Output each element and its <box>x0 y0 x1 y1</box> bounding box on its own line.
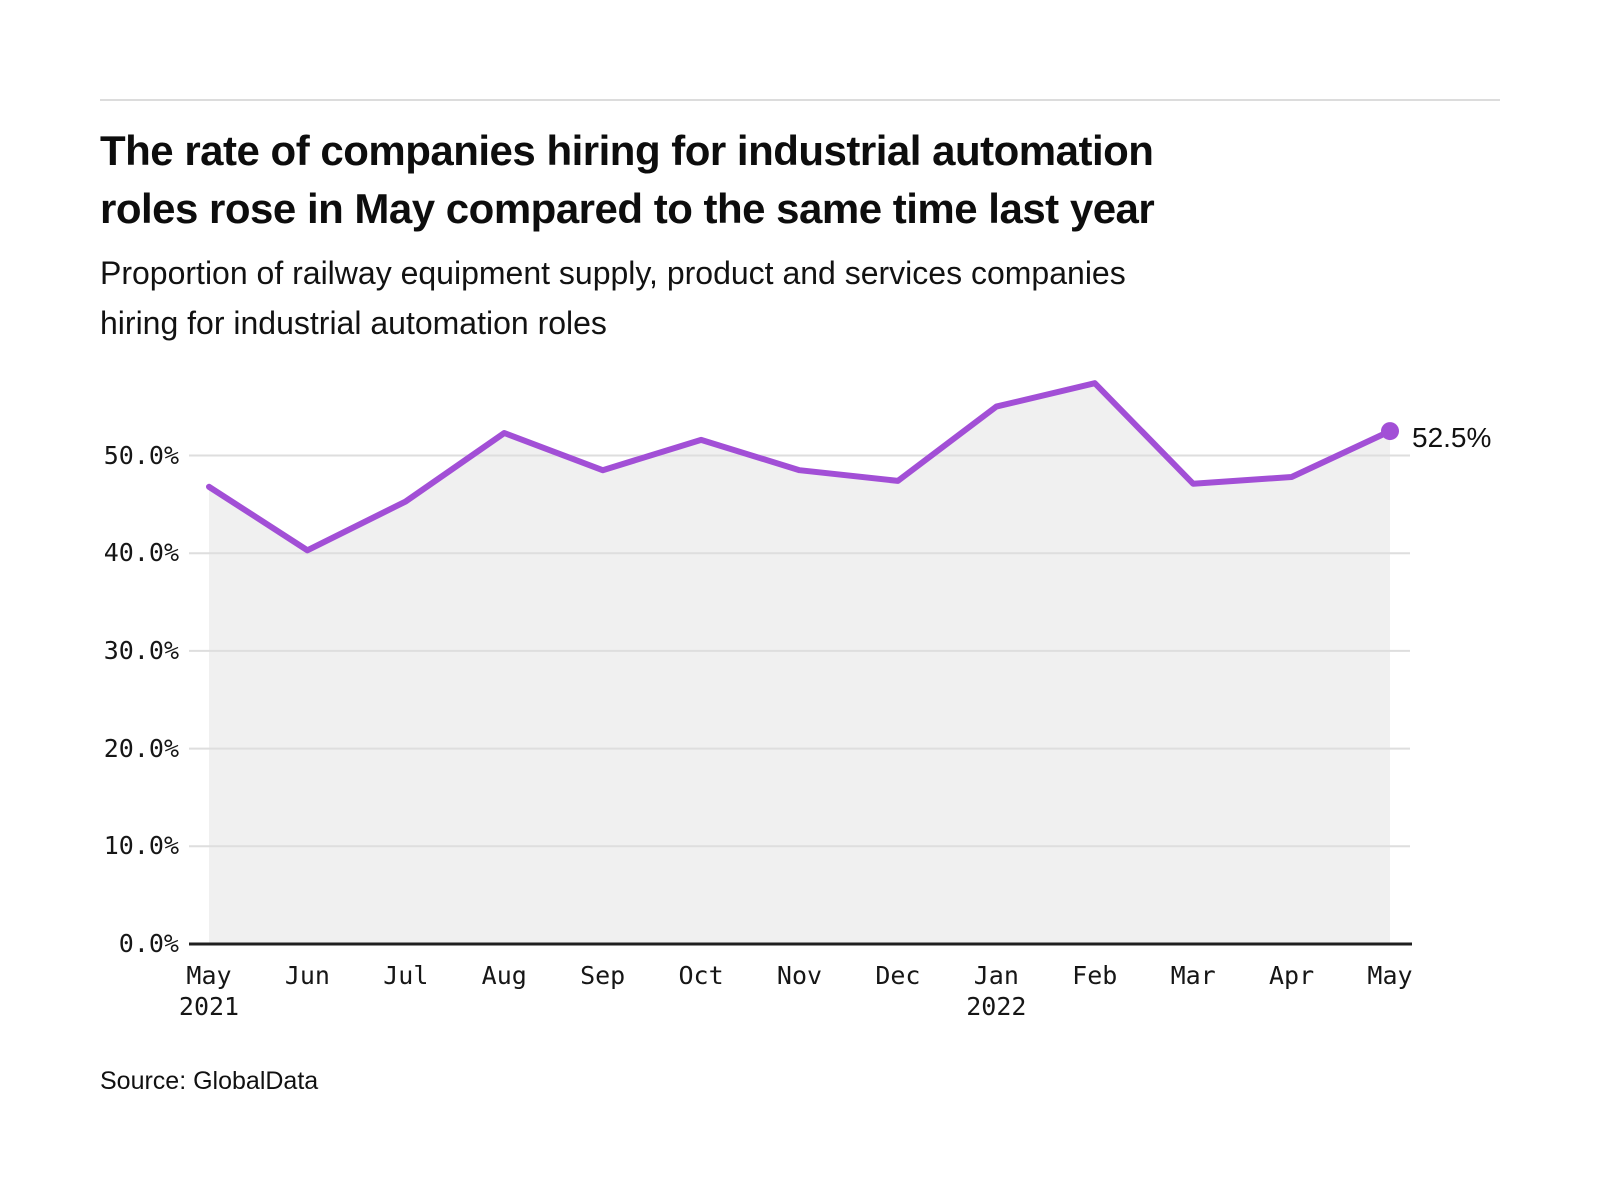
x-tick-label: Aug <box>481 961 527 990</box>
x-tick-label: Apr <box>1269 961 1315 990</box>
y-tick-label: 30.0% <box>103 635 179 665</box>
chart-subtitle-line-1: Proportion of railway equipment supply, … <box>100 255 1126 291</box>
data-line <box>206 380 1393 554</box>
y-tick-label: 20.0% <box>103 733 179 763</box>
x-tick-label: Jun <box>284 961 330 990</box>
x-tick-label: Sep <box>580 961 626 990</box>
last-point-value-label: 52.5% <box>1412 422 1492 454</box>
y-tick-label: 10.0% <box>103 831 179 861</box>
x-tick-year-label: 2022 <box>966 992 1027 1021</box>
x-tick-label: Jul <box>383 961 429 990</box>
chart-title: The rate of companies hiring for industr… <box>100 122 1155 238</box>
chart-subtitle-line-2: hiring for industrial automation roles <box>100 305 607 341</box>
x-tick-label: Feb <box>1072 961 1118 990</box>
area-fill <box>209 383 1390 944</box>
y-tick-label: 50.0% <box>103 440 179 470</box>
chart-subtitle: Proportion of railway equipment supply, … <box>100 248 1126 348</box>
last-point-marker <box>1381 422 1399 441</box>
x-tick-label: Nov <box>776 961 823 990</box>
x-tick-year-label: 2021 <box>178 992 240 1021</box>
chart-title-line-1: The rate of companies hiring for industr… <box>100 127 1154 174</box>
x-tick-label: Mar <box>1170 961 1216 990</box>
top-divider <box>100 99 1500 101</box>
x-tick-label: May <box>1367 961 1413 990</box>
source-note: Source: GlobalData <box>100 1067 319 1095</box>
x-tick-label: Dec <box>875 961 921 990</box>
x-tick-label: Oct <box>678 961 724 990</box>
x-tick-label: Jan <box>973 961 1019 990</box>
y-tick-label: 0.0% <box>118 929 179 958</box>
x-tick-label: May <box>186 961 232 990</box>
y-tick-label: 40.0% <box>103 538 179 568</box>
chart-title-line-2: roles rose in May compared to the same t… <box>100 185 1155 232</box>
